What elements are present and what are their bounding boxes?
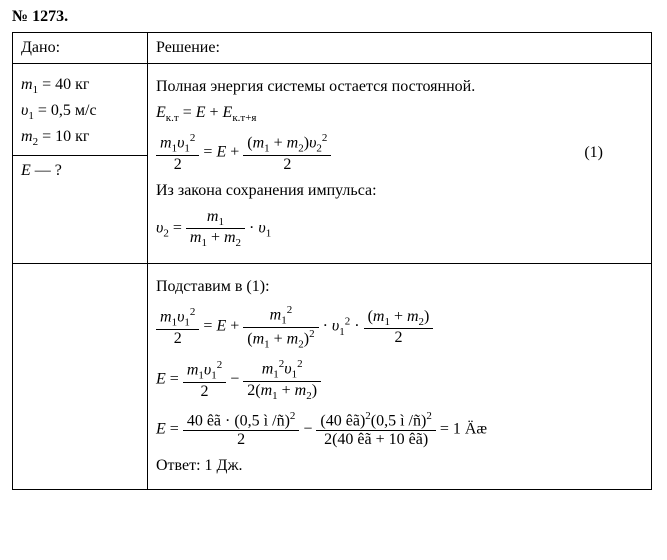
sol-eq-v2: υ2 = m1m1 + m2 · υ1: [156, 208, 643, 249]
sol-eq-sub1: m1υ122 = E + m12(m1 + m2)2 · υ12 · (m1 +…: [156, 304, 643, 350]
calc-den2: 2(40 êã + 10 êã): [316, 431, 435, 449]
calc-den1: 2: [183, 431, 300, 449]
sym-m2: m: [21, 128, 33, 145]
given-find: E — ?: [21, 162, 139, 180]
val-v1: = 0,5 м/с: [34, 102, 97, 119]
given-m1: m1 = 40 кг: [21, 76, 139, 96]
header-given-cell: Дано:: [13, 33, 148, 64]
sol-eq-1: m1υ122 = E + (m1 + m2)υ222 (1): [156, 132, 643, 174]
sub-ktya: к.т+я: [232, 112, 256, 124]
sym-E: E: [21, 162, 31, 179]
sol-text-2: Из закона сохранения импульса:: [156, 182, 643, 200]
sub-kt: к.т: [166, 112, 179, 124]
header-given: Дано:: [21, 39, 60, 56]
answer: Ответ: 1 Дж.: [156, 457, 643, 475]
calc-num1: 40 êã · (0,5 ì /ñ): [187, 412, 290, 429]
val-m1: = 40 кг: [38, 76, 89, 93]
given-cell: m1 = 40 кг υ1 = 0,5 м/с m2 = 10 кг E — ?: [13, 64, 148, 264]
given-m2: m2 = 10 кг: [21, 128, 139, 148]
given-v1: υ1 = 0,5 м/с: [21, 102, 139, 122]
solution-cell-2: Подставим в (1): m1υ122 = E + m12(m1 + m…: [148, 264, 652, 490]
calc-mid2: (0,5 ì /ñ): [371, 412, 427, 429]
problem-number: № 1273.: [12, 8, 655, 26]
header-solution: Решение:: [156, 39, 220, 56]
eq-label-1: (1): [584, 144, 643, 162]
sol-text-3: Подставим в (1):: [156, 278, 643, 296]
val-E: — ?: [31, 162, 62, 179]
sol-eq-calc: E = 40 êã · (0,5 ì /ñ)22 − (40 êã)2(0,5 …: [156, 410, 643, 449]
empty-cell: [13, 264, 148, 490]
header-solution-cell: Решение:: [148, 33, 652, 64]
sol-eq-energy: Eк.т = E + Eк.т+я: [156, 104, 643, 124]
sym-m: m: [21, 76, 33, 93]
sol-text-1: Полная энергия системы остается постоянн…: [156, 78, 643, 96]
sol-eq-E: E = m1υ122 − m12υ122(m1 + m2): [156, 358, 643, 402]
calc-num2: (40 êã): [320, 412, 365, 429]
solution-table: Дано: Решение: m1 = 40 кг υ1 = 0,5 м/с m…: [12, 32, 652, 490]
val-m2: = 10 кг: [38, 128, 89, 145]
calc-result: = 1 Äæ: [440, 420, 487, 437]
solution-cell-1: Полная энергия системы остается постоянн…: [148, 64, 652, 264]
given-divider: [13, 155, 147, 156]
